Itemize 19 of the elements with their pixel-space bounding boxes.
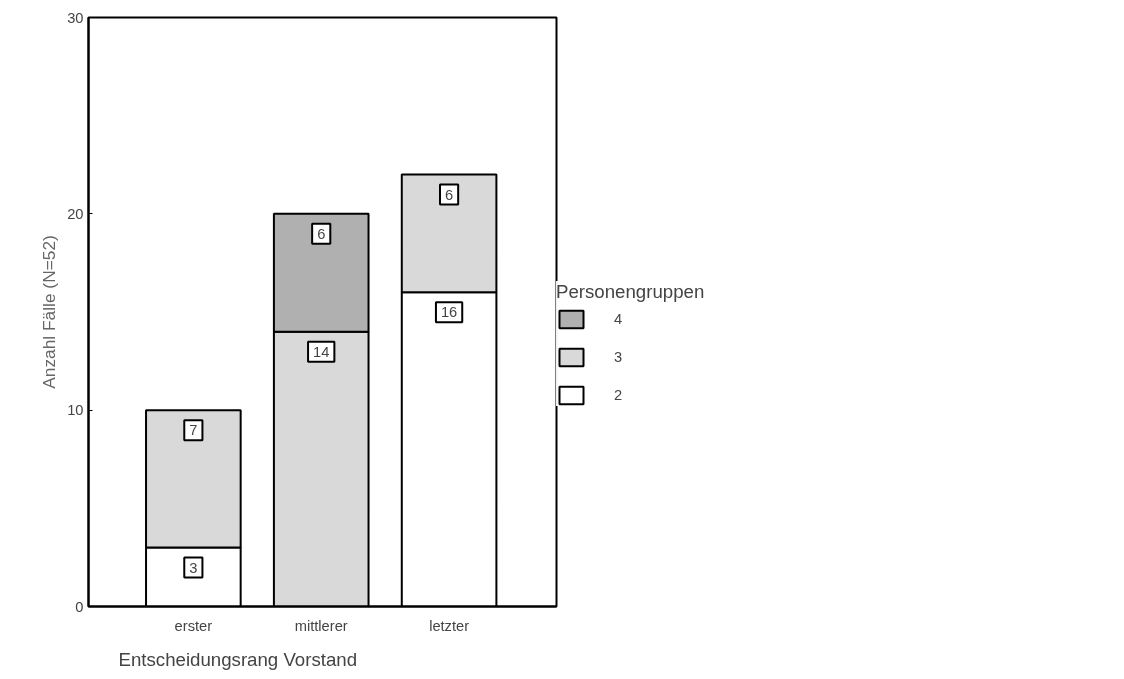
data-label: 6	[317, 225, 326, 242]
y-tick-label: 20	[67, 205, 84, 222]
y-tick-label: 30	[67, 9, 84, 26]
legend-label: 3	[614, 349, 624, 365]
legend-title: Personengruppen	[556, 281, 705, 303]
data-label: 7	[189, 422, 198, 439]
legend-label: 2	[614, 387, 624, 403]
data-label: 16	[440, 304, 458, 321]
legend-label: 4	[614, 311, 624, 327]
x-tick-label: mittlerer	[294, 617, 348, 634]
y-tick-label: 0	[75, 598, 84, 615]
y-axis-title: Anzahl Fälle (N=52)	[39, 235, 60, 389]
x-axis-title: Entscheidungsrang Vorstand	[118, 648, 358, 670]
y-tick-label: 10	[67, 402, 84, 419]
x-tick-label: letzter	[429, 617, 470, 634]
data-label: 6	[445, 186, 454, 203]
data-label: 14	[313, 343, 330, 360]
data-label: 3	[189, 559, 198, 576]
x-tick-label: erster	[174, 617, 213, 634]
